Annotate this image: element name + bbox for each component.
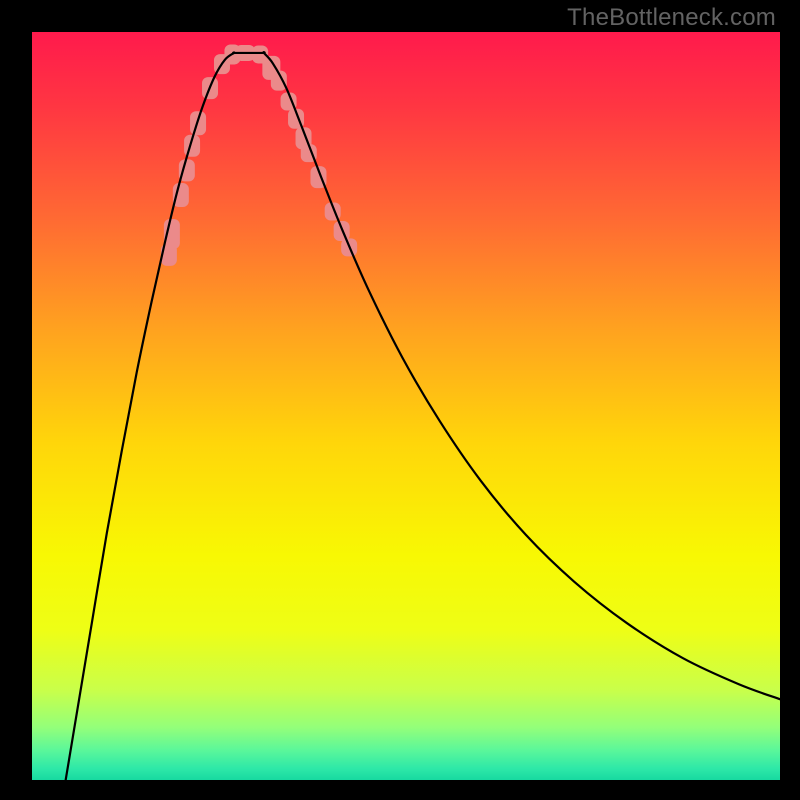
gradient-plot-background <box>32 32 780 780</box>
watermark-text: TheBottleneck.com <box>567 4 776 32</box>
chart-stage: TheBottleneck.com <box>0 0 800 800</box>
